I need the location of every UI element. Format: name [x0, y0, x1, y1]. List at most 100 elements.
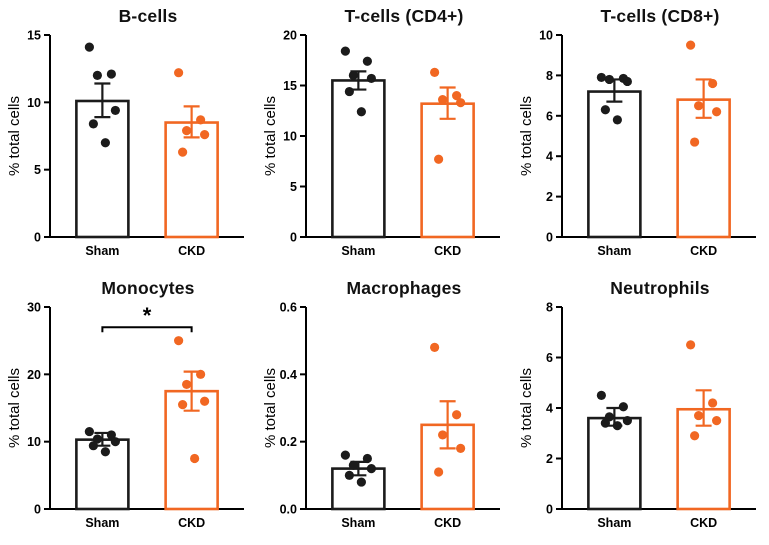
- data-point: [106, 69, 116, 79]
- chart-title: T-cells (CD8+): [600, 6, 720, 26]
- y-tick-label: 0.2: [280, 435, 297, 449]
- data-point: [92, 70, 102, 80]
- chart-t-cells-cd4: 0 5 10 15 20 % total cells Sham CKD: [256, 27, 512, 271]
- data-point: [100, 447, 110, 457]
- x-category-label: CKD: [690, 516, 717, 530]
- y-tick-label: 2: [546, 452, 553, 466]
- data-point: [174, 336, 184, 346]
- y-tick-label: 10: [27, 435, 41, 449]
- data-point: [190, 453, 200, 464]
- data-point: [200, 396, 210, 406]
- data-point: [708, 398, 718, 408]
- y-tick-label: 2: [546, 190, 553, 204]
- y-tick-label: 30: [27, 301, 41, 315]
- data-point: [110, 437, 120, 447]
- data-point: [362, 453, 372, 464]
- data-point: [366, 73, 376, 84]
- data-point: [452, 91, 462, 101]
- y-tick-label: 0.6: [280, 301, 297, 315]
- chart-panel-t-cells-cd8: T-cells (CD8+) 0 2 4 6 8 10 % total cells Sham C…: [512, 0, 768, 272]
- data-point: [612, 421, 622, 431]
- x-category-label: Sham: [85, 516, 119, 530]
- y-tick-label: 4: [546, 402, 553, 416]
- y-axis-label: % total cells: [262, 368, 279, 448]
- y-axis-label: % total cells: [518, 96, 535, 176]
- chart-neutrophils: 0 2 4 6 8 % total cells Sham CKD: [512, 299, 768, 543]
- bar-ckd: [420, 102, 475, 239]
- data-point: [690, 137, 700, 147]
- x-category-label: Sham: [85, 244, 119, 258]
- data-point: [600, 418, 610, 428]
- data-point: [366, 464, 376, 474]
- y-tick-label: 6: [546, 109, 553, 123]
- y-tick-label: 15: [283, 79, 297, 93]
- y-tick-label: 10: [539, 29, 553, 43]
- chart-panel-monocytes: Monocytes 0 10 20 30 % total cells Sham CKD *: [0, 272, 256, 544]
- data-point: [612, 115, 622, 125]
- data-point: [600, 105, 610, 115]
- data-point: [712, 416, 722, 426]
- data-point: [100, 138, 110, 148]
- y-axis-label: % total cells: [6, 96, 23, 176]
- data-point: [362, 56, 372, 66]
- y-axis-label: % total cells: [6, 368, 23, 448]
- bar-sham: [587, 416, 642, 511]
- data-point: [88, 441, 98, 451]
- data-point: [348, 70, 358, 80]
- data-point: [340, 450, 350, 460]
- data-point: [110, 105, 120, 116]
- data-point: [694, 410, 704, 421]
- y-tick-label: 10: [283, 130, 297, 144]
- data-point: [438, 95, 448, 105]
- data-point: [178, 147, 188, 157]
- data-point: [200, 130, 210, 140]
- y-axis-label: % total cells: [518, 368, 535, 448]
- y-tick-label: 15: [27, 29, 41, 43]
- bar-sham: [587, 90, 642, 239]
- y-tick-label: 10: [27, 96, 41, 110]
- data-point: [174, 68, 184, 78]
- data-point: [356, 107, 366, 117]
- data-point: [430, 342, 440, 352]
- x-category-label: CKD: [434, 244, 461, 258]
- y-tick-label: 20: [283, 29, 297, 43]
- data-point: [438, 430, 448, 440]
- x-category-label: Sham: [597, 516, 631, 530]
- data-point: [106, 430, 116, 440]
- data-point: [452, 410, 462, 420]
- y-tick-label: 5: [34, 163, 41, 177]
- bar-sham: [75, 99, 130, 239]
- data-point: [182, 126, 192, 136]
- data-point: [708, 78, 718, 89]
- x-category-label: CKD: [434, 516, 461, 530]
- data-point: [430, 67, 440, 77]
- chart-title: B-cells: [118, 6, 178, 26]
- bar-ckd: [676, 98, 731, 239]
- y-tick-label: 0: [290, 231, 297, 245]
- chart-title: Monocytes: [101, 278, 195, 298]
- y-tick-label: 0.4: [280, 368, 297, 382]
- y-tick-label: 20: [27, 368, 41, 382]
- chart-canvas: 0.0 0.2 0.4 0.6 % total cells Sham CKD: [262, 301, 500, 530]
- y-tick-label: 0: [34, 231, 41, 245]
- y-tick-label: 0.0: [280, 503, 297, 517]
- data-point: [196, 369, 206, 379]
- data-point: [690, 431, 700, 441]
- y-tick-label: 5: [290, 180, 297, 194]
- y-tick-label: 8: [546, 69, 553, 83]
- data-point: [694, 101, 704, 111]
- chart-panel-macrophages: Macrophages 0.0 0.2 0.4 0.6 % total cells Sha…: [256, 272, 512, 544]
- data-point: [92, 434, 102, 444]
- y-tick-label: 0: [546, 231, 553, 245]
- data-point: [604, 74, 614, 85]
- x-category-label: Sham: [341, 516, 375, 530]
- data-point: [196, 115, 206, 125]
- bar-sham: [331, 79, 386, 239]
- significance-bracket: [101, 326, 193, 333]
- y-tick-label: 0: [34, 503, 41, 517]
- bar-ckd: [164, 121, 219, 239]
- x-category-label: Sham: [597, 244, 631, 258]
- chart-canvas: 0 10 20 30 % total cells Sham CKD *: [6, 301, 244, 530]
- data-point: [340, 46, 350, 56]
- chart-panel-t-cells-cd4: T-cells (CD4+) 0 5 10 15 20 % total cells Sham…: [256, 0, 512, 272]
